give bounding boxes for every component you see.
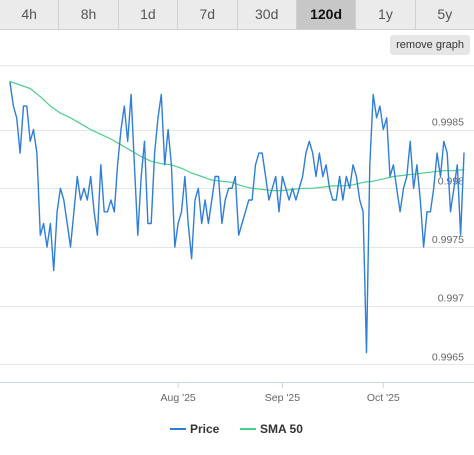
tab-1y[interactable]: 1y <box>356 0 416 29</box>
timeframe-tab-bar: 4h 8h 1d 7d 30d 120d 1y 5y <box>0 0 474 30</box>
y-tick-label: 0.9965 <box>432 351 464 363</box>
remove-graph-button[interactable]: remove graph <box>390 35 470 55</box>
legend-item-sma-50[interactable]: SMA 50 <box>240 422 303 436</box>
legend-label: Price <box>190 422 220 436</box>
tab-1d[interactable]: 1d <box>118 0 179 29</box>
y-axis-labels: 0.9965 0.997 0.9975 0.998 0.9985 <box>432 117 464 364</box>
tab-7d[interactable]: 7d <box>178 0 238 29</box>
sma-50-line <box>9 80 465 192</box>
tab-30d[interactable]: 30d <box>237 0 297 29</box>
y-tick-label: 0.9975 <box>432 234 464 246</box>
x-tick-label: Oct '25 <box>367 392 400 404</box>
y-tick-label: 0.997 <box>438 293 464 305</box>
x-tick-label: Sep '25 <box>265 392 300 404</box>
tab-120d[interactable]: 120d <box>296 0 357 29</box>
x-axis: Aug '25 Sep '25 Oct '25 <box>0 382 474 404</box>
legend: Price SMA 50 <box>170 422 303 436</box>
tab-4h[interactable]: 4h <box>0 0 60 29</box>
legend-item-price[interactable]: Price <box>170 422 220 436</box>
price-line <box>9 81 465 354</box>
tab-8h[interactable]: 8h <box>59 0 119 29</box>
series-layer <box>9 80 465 354</box>
x-tick-label: Aug '25 <box>160 392 195 404</box>
y-tick-label: 0.998 <box>438 175 464 187</box>
y-tick-label: 0.9985 <box>432 117 464 129</box>
legend-label: SMA 50 <box>260 422 303 436</box>
tab-5y[interactable]: 5y <box>415 0 474 29</box>
